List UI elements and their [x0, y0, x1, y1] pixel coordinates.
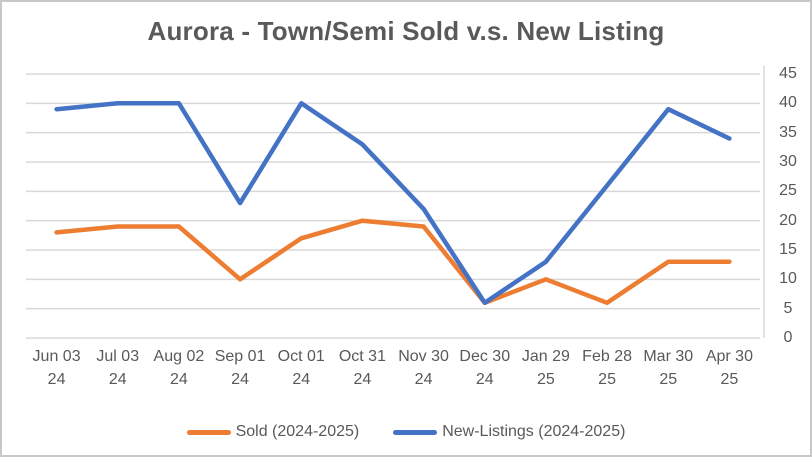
x-tick-label: Oct 01 24: [277, 348, 325, 388]
x-tick-label: Sep 01 24: [214, 348, 266, 388]
series-line-sold: [54, 218, 732, 306]
legend-swatch: [393, 429, 438, 435]
y-tick-label: 5: [783, 299, 793, 317]
y-tick-label: 25: [779, 182, 797, 200]
x-tick-label: Oct 31 24: [338, 348, 386, 388]
y-tick-label: 40: [779, 94, 797, 112]
y-tick-label: 20: [779, 211, 797, 229]
x-tick-label: Jun 03 24: [32, 348, 81, 388]
x-tick-label: Dec 30 24: [459, 348, 511, 388]
y-tick-label: 30: [779, 153, 797, 170]
legend-item-new-listings: New-Listings (2024-2025): [393, 423, 625, 441]
x-tick-label: Jul 03 24: [96, 348, 140, 388]
y-tick-label: 10: [779, 270, 797, 288]
chart-title: Aurora - Town/Semi Sold v.s. New Listing: [147, 16, 665, 46]
x-tick-label: Mar 30 25: [643, 348, 694, 388]
y-tick-label: 0: [783, 329, 793, 346]
y-tick-label: 35: [779, 123, 797, 141]
x-tick-label: Apr 30 25: [705, 348, 753, 388]
series-line-new-listings: [54, 101, 732, 306]
y-tick-label: 45: [779, 65, 797, 82]
legend-swatch: [186, 429, 231, 435]
x-tick-label: Nov 30 24: [398, 348, 449, 388]
legend-label: Sold (2024-2025): [235, 423, 360, 440]
x-tick-label: Feb 28 25: [582, 348, 632, 388]
legend-label: New-Listings (2024-2025): [442, 423, 626, 440]
y-tick-label: 15: [779, 241, 797, 258]
legend-item-sold: Sold (2024-2025): [186, 423, 360, 441]
x-tick-label: Jan 29 25: [521, 348, 570, 388]
x-tick-label: Aug 02 24: [153, 348, 205, 388]
legend: Sold (2024-2025) New-Listings (2024-2025): [2, 423, 810, 441]
